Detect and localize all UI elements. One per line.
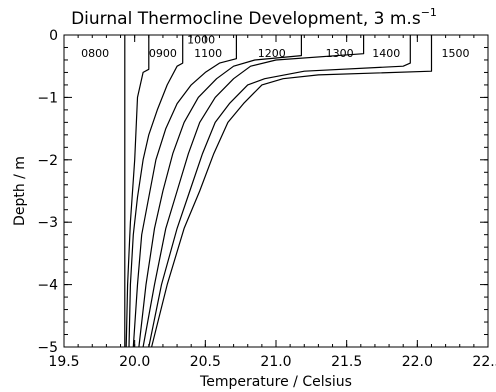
x-axis-label: Temperature / Celsius — [199, 374, 352, 390]
y-axis: 0 −1 −2 −3 −4 −5 — [37, 28, 488, 356]
time-label-0900: 0900 — [149, 47, 177, 60]
series-line-0900 — [125, 35, 150, 348]
time-label-1100: 1100 — [194, 47, 222, 60]
y-tick-label: −4 — [37, 278, 58, 294]
y-tick-label: −2 — [37, 153, 58, 169]
x-axis: 19.5 20.0 20.5 21.0 21.5 22.0 22.5 — [48, 35, 496, 370]
time-label-1200: 1200 — [258, 47, 286, 60]
x-tick-label: 21.0 — [260, 354, 291, 370]
time-label-1400: 1400 — [372, 47, 400, 60]
y-tick-label: −1 — [37, 90, 58, 106]
time-label-1000: 1000 — [187, 34, 215, 47]
y-tick-label: 0 — [49, 28, 58, 44]
y-tick-label: −3 — [37, 215, 58, 231]
y-axis-label: Depth / m — [12, 156, 28, 226]
x-tick-label: 22.5 — [472, 354, 496, 370]
x-tick-label: 22.0 — [402, 354, 433, 370]
series-line-1200 — [138, 35, 302, 348]
x-tick-label: 19.5 — [48, 354, 79, 370]
time-label-0800: 0800 — [81, 47, 109, 60]
chart-title: Diurnal Thermocline Development, 3 m.s−1 — [71, 6, 437, 29]
series-line-1100 — [132, 35, 237, 348]
time-label-1500: 1500 — [441, 47, 469, 60]
time-label-1300: 1300 — [326, 47, 354, 60]
series-line-1400 — [148, 35, 411, 348]
series-line-1000 — [128, 35, 184, 348]
x-tick-label: 20.0 — [119, 354, 150, 370]
x-tick-label: 20.5 — [190, 354, 221, 370]
series-layer — [124, 35, 433, 348]
chart-title-superscript: −1 — [421, 6, 437, 19]
y-tick-label: −5 — [37, 340, 58, 356]
chart-title-main: Diurnal Thermocline Development, 3 m.s — [71, 9, 421, 29]
series-line-1300 — [142, 35, 365, 348]
x-tick-label: 21.5 — [331, 354, 362, 370]
series-line-1500 — [151, 35, 433, 348]
